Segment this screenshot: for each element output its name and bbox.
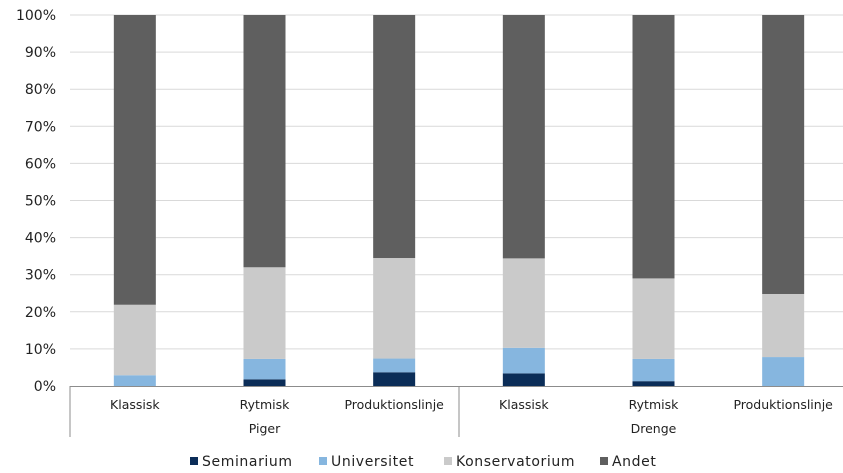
bar-segment-andet <box>373 15 416 259</box>
bars <box>113 15 805 386</box>
y-tick-label: 90% <box>25 45 56 61</box>
y-tick-label: 80% <box>25 82 56 98</box>
legend-swatch <box>444 457 452 465</box>
legend-label: Universitet <box>331 454 414 470</box>
group-label: Drenge <box>631 421 677 436</box>
legend-item: Universitet <box>319 454 414 470</box>
legend-swatch <box>190 457 198 465</box>
legend-label: Andet <box>612 454 656 470</box>
category-label: Klassisk <box>499 397 549 412</box>
bar-segment-konservatorium <box>373 258 416 359</box>
y-tick-label: 0% <box>34 379 56 395</box>
bar-segment-universitet <box>113 375 156 386</box>
bar-segment-andet <box>113 15 156 305</box>
y-tick-label: 50% <box>25 194 56 210</box>
bar-segment-konservatorium <box>632 278 675 359</box>
category-label: Produktionslinje <box>344 397 444 412</box>
bar-segment-universitet <box>373 358 416 373</box>
category-label: Rytmisk <box>629 397 679 412</box>
y-tick-label: 100% <box>16 8 56 24</box>
bar-segment-konservatorium <box>762 293 805 358</box>
bar-segment-seminarium <box>243 379 286 386</box>
legend-label: Seminarium <box>202 454 293 470</box>
bar-segment-seminarium <box>373 372 416 386</box>
bar-segment-seminarium <box>632 381 675 386</box>
category-label: Produktionslinje <box>733 397 833 412</box>
y-tick-label: 40% <box>25 231 56 247</box>
legend-swatch <box>319 457 327 465</box>
bar-segment-andet <box>632 15 675 279</box>
bar-segment-andet <box>243 15 286 268</box>
y-tick-label: 30% <box>25 268 56 284</box>
category-label: Rytmisk <box>240 397 290 412</box>
legend: Seminarium Universitet Konservatorium Andet <box>190 454 656 470</box>
bar-segment-universitet <box>243 358 286 380</box>
bar-segment-universitet <box>502 347 545 374</box>
bar-segment-universitet <box>762 357 805 386</box>
legend-label: Konservatorium <box>456 454 575 470</box>
bar-segment-konservatorium <box>502 258 545 348</box>
bar-segment-universitet <box>632 358 675 382</box>
bar-segment-andet <box>502 15 545 259</box>
bar-segment-seminarium <box>502 373 545 386</box>
y-tick-label: 70% <box>25 119 56 135</box>
y-tick-label: 10% <box>25 342 56 358</box>
y-tick-label: 60% <box>25 156 56 172</box>
gridlines <box>70 14 843 350</box>
category-label: Klassisk <box>110 397 160 412</box>
bar-segment-konservatorium <box>113 304 156 376</box>
legend-item: Konservatorium <box>444 454 575 470</box>
bar-segment-andet <box>762 15 805 294</box>
y-axis-labels: 0% 10% 20% 30% 40% 50% 60% 70% 80% 90% 100% <box>16 8 56 395</box>
group-label: Piger <box>249 421 281 436</box>
legend-item: Andet <box>600 454 656 470</box>
y-tick-label: 20% <box>25 305 56 321</box>
legend-swatch <box>600 457 608 465</box>
x-axis: Klassisk Rytmisk Produktionslinje Klassisk R… <box>69 386 843 437</box>
bar-segment-konservatorium <box>243 267 286 359</box>
legend-item: Seminarium <box>190 454 293 470</box>
